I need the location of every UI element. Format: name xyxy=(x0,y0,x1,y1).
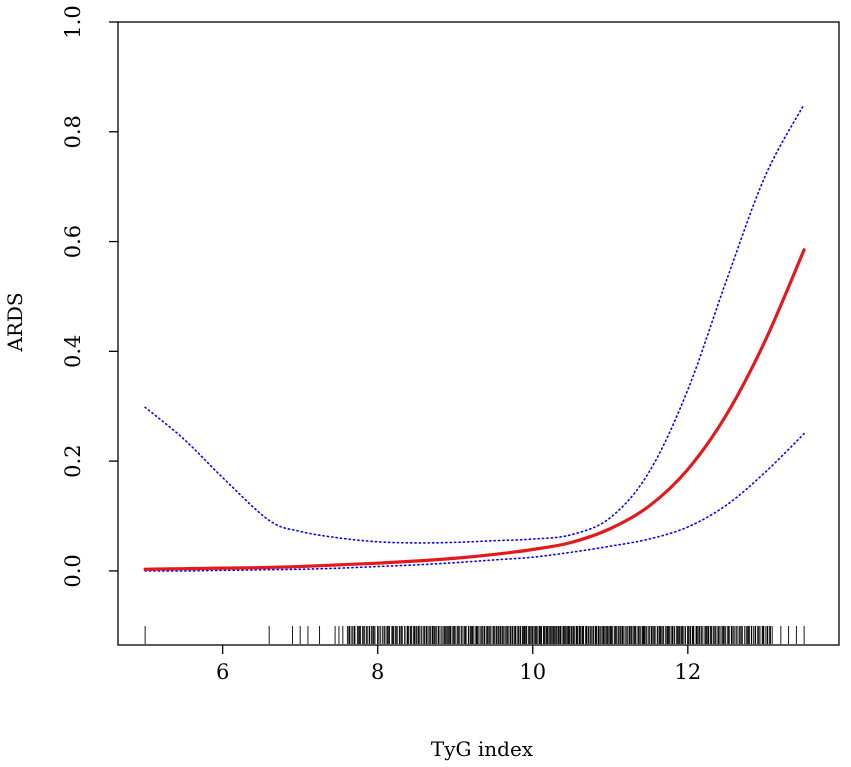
y-tick-label: 1.0 xyxy=(61,5,85,38)
x-tick-label: 12 xyxy=(674,660,701,684)
y-tick-label: 0.8 xyxy=(61,115,85,148)
y-axis: 0.0 0.2 0.4 0.6 0.8 1.0 xyxy=(61,5,118,588)
x-tick-label: 10 xyxy=(519,660,546,684)
upper-ci-line xyxy=(144,103,805,544)
x-tick-label: 8 xyxy=(371,660,384,684)
y-axis-title: ARDS xyxy=(3,292,27,352)
x-axis: 6 8 10 12 xyxy=(216,645,701,684)
x-axis-title: TyG index xyxy=(431,737,534,761)
rug-layer xyxy=(144,626,805,644)
y-tick-label: 0.4 xyxy=(61,335,85,368)
plot-frame xyxy=(117,21,840,646)
x-tick-label: 6 xyxy=(216,660,229,684)
y-tick-label: 0.0 xyxy=(61,554,85,587)
estimate-line xyxy=(143,248,806,571)
lines-layer xyxy=(143,103,806,572)
lower-ci-line xyxy=(144,432,805,572)
y-tick-label: 0.6 xyxy=(61,225,85,258)
y-tick-label: 0.2 xyxy=(61,444,85,477)
